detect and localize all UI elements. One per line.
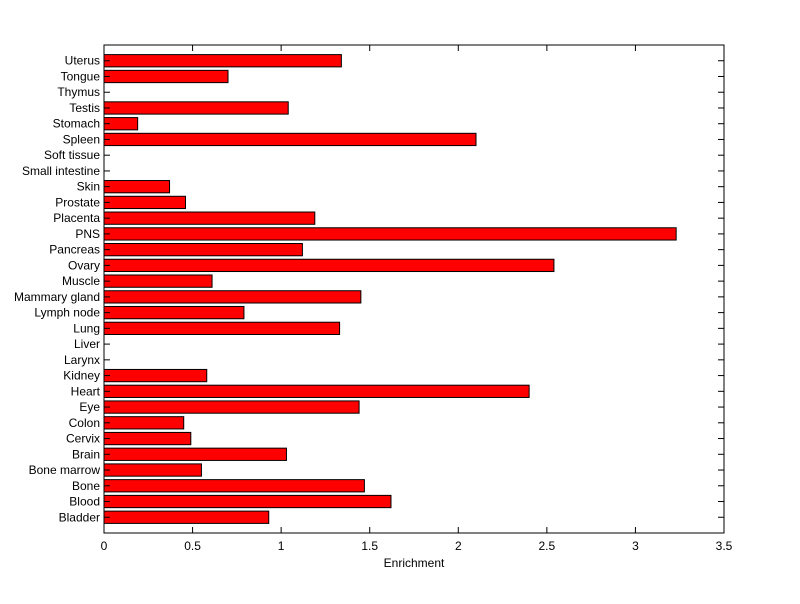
y-tick-label-placenta: Placenta xyxy=(53,211,100,225)
bar-uterus xyxy=(103,54,342,68)
y-tick-label-pns: PNS xyxy=(75,227,100,241)
y-tick-label-stomach: Stomach xyxy=(53,117,100,131)
bar-placenta xyxy=(103,211,316,225)
bar-brain xyxy=(103,447,287,461)
y-tick-label-eye: Eye xyxy=(79,400,100,414)
plot-frame xyxy=(103,44,725,534)
bar-skin xyxy=(103,180,171,194)
bar-blood xyxy=(103,494,392,509)
y-tick-label-skin: Skin xyxy=(77,180,100,194)
bar-ovary xyxy=(103,258,555,273)
bar-cervix xyxy=(103,431,192,446)
bar-tongue xyxy=(103,69,229,84)
y-tick-label-liver: Liver xyxy=(74,337,100,351)
bar-pancreas xyxy=(103,243,303,257)
y-tick-label-kidney: Kidney xyxy=(63,369,100,383)
bar-prostate xyxy=(103,195,186,210)
y-tick-label-cervix: Cervix xyxy=(66,432,100,446)
ticks-layer xyxy=(103,45,725,533)
bar-kidney xyxy=(103,368,208,383)
x-tick-label-7: 3.5 xyxy=(716,539,733,553)
bar-mammary-gland xyxy=(103,290,362,304)
bar-lymph-node xyxy=(103,305,245,320)
bar-spleen xyxy=(103,132,477,147)
y-tick-label-soft-tissue: Soft tissue xyxy=(44,148,100,162)
y-tick-label-bone: Bone xyxy=(72,479,100,493)
y-tick-label-uterus: Uterus xyxy=(65,54,100,68)
y-tick-label-tongue: Tongue xyxy=(61,69,101,83)
bar-bone-marrow xyxy=(103,463,202,477)
y-tick-label-ovary: Ovary xyxy=(68,258,100,272)
x-tick-label-4: 2 xyxy=(455,539,462,553)
bar-heart xyxy=(103,384,530,398)
x-tick-label-3: 1.5 xyxy=(361,539,378,553)
bar-lung xyxy=(103,321,341,335)
bar-bladder xyxy=(103,510,270,524)
y-tick-label-small-intestine: Small intestine xyxy=(22,164,100,178)
bar-muscle xyxy=(103,274,213,288)
x-tick-label-5: 2.5 xyxy=(539,539,556,553)
y-tick-label-spleen: Spleen xyxy=(63,132,100,146)
y-tick-label-colon: Colon xyxy=(69,416,100,430)
x-axis-label: Enrichment xyxy=(384,556,445,570)
y-tick-label-mammary-gland: Mammary gland xyxy=(14,290,100,304)
y-tick-label-lymph-node: Lymph node xyxy=(34,306,100,320)
y-tick-label-muscle: Muscle xyxy=(62,274,100,288)
y-tick-label-bladder: Bladder xyxy=(59,510,100,524)
bar-bone xyxy=(103,479,365,493)
x-tick-label-2: 1 xyxy=(278,539,285,553)
y-tick-label-thymus: Thymus xyxy=(57,85,100,99)
y-tick-label-lung: Lung xyxy=(73,321,100,335)
bar-colon xyxy=(103,416,185,430)
y-tick-label-bone-marrow: Bone marrow xyxy=(29,463,101,477)
x-tick-label-0: 0 xyxy=(101,539,108,553)
y-tick-label-heart: Heart xyxy=(71,384,101,398)
x-tick-label-1: 0.5 xyxy=(184,539,201,553)
y-tick-label-brain: Brain xyxy=(72,447,100,461)
y-tick-label-pancreas: Pancreas xyxy=(49,243,100,257)
y-tick-label-blood: Blood xyxy=(69,495,100,509)
x-tick-label-6: 3 xyxy=(632,539,639,553)
y-tick-label-testis: Testis xyxy=(69,101,100,115)
bar-pns xyxy=(103,227,677,241)
y-tick-label-prostate: Prostate xyxy=(55,195,100,209)
bar-eye xyxy=(103,400,360,414)
y-tick-label-larynx: Larynx xyxy=(64,353,100,367)
bar-testis xyxy=(103,101,289,115)
